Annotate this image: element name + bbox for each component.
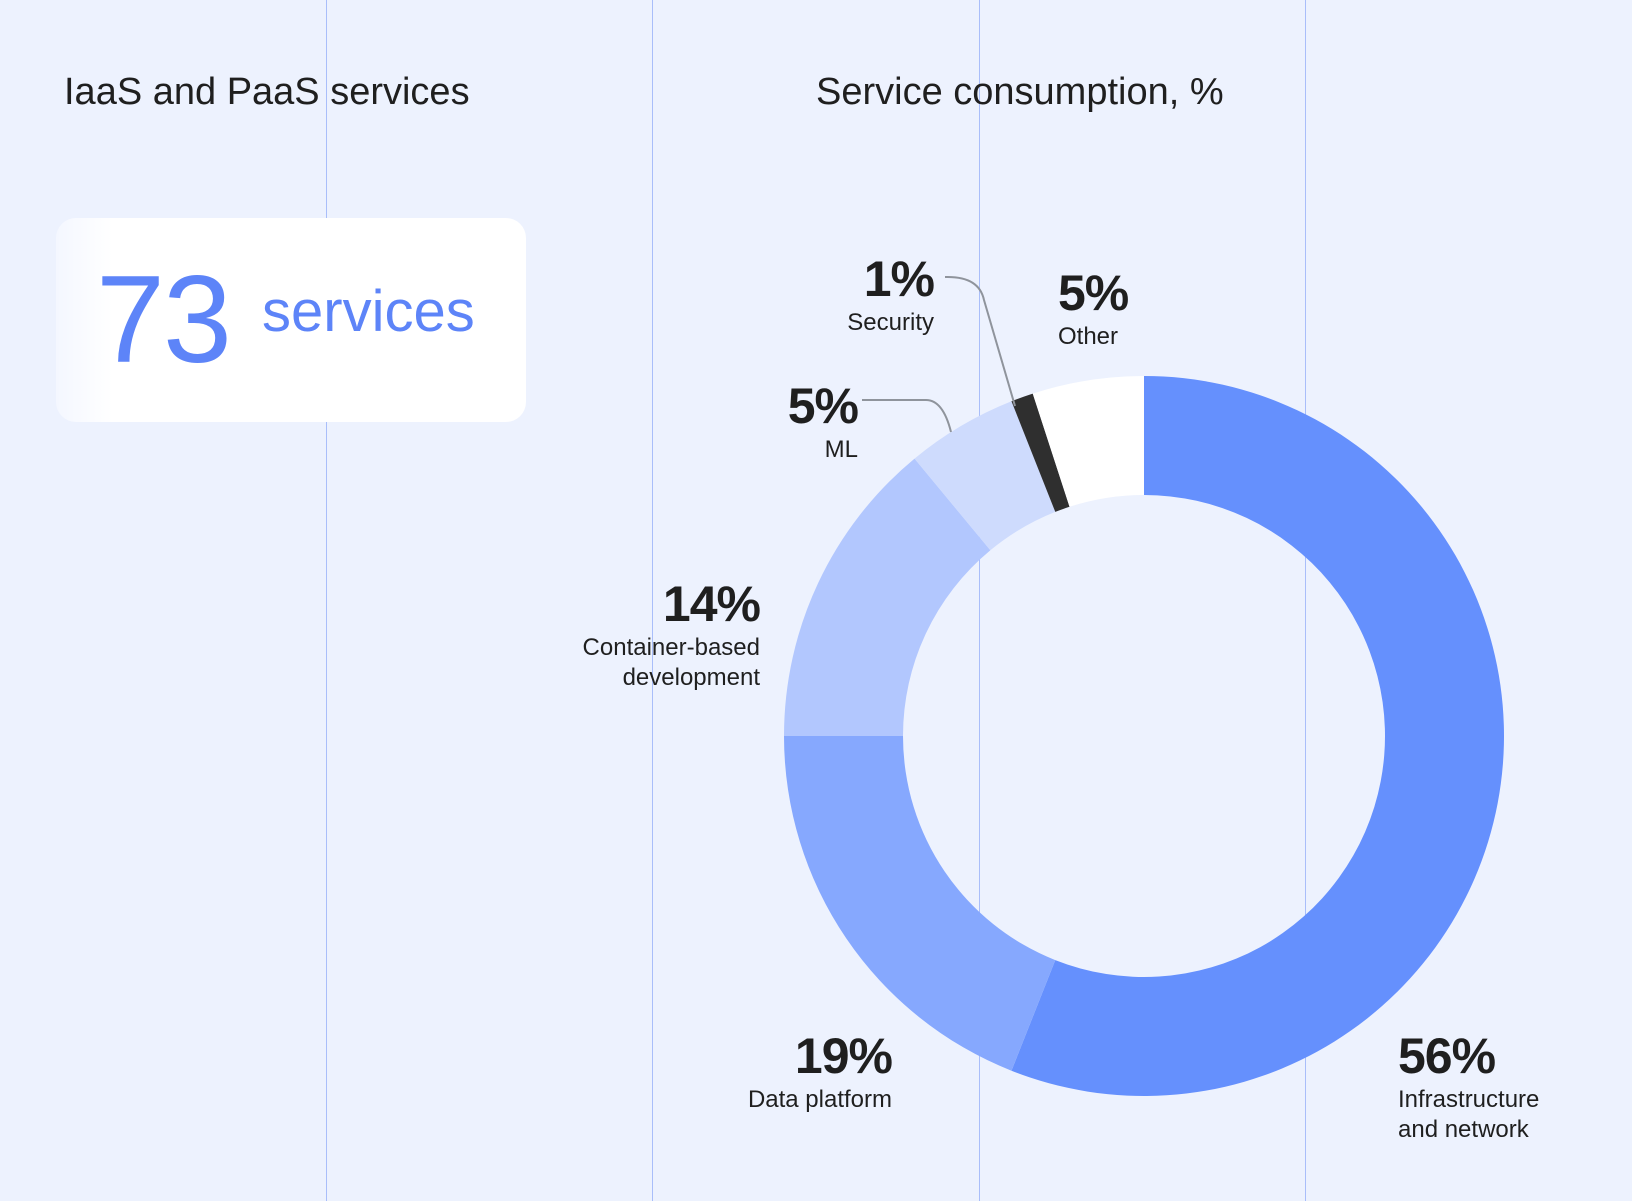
label-data-platform-name: Data platform — [747, 1086, 892, 1113]
label-infrastructure-and-network-name: Infrastructure and network — [1398, 1086, 1540, 1143]
label-data-platform: 19% Data platform — [736, 1027, 893, 1115]
label-ml-value: 5% — [787, 378, 859, 434]
label-security-name: Security — [847, 309, 934, 336]
label-ml-name: ML — [824, 436, 858, 463]
grid-line-4 — [1305, 0, 1306, 1201]
services-section-title: IaaS and PaaS services — [64, 71, 470, 113]
services-count-card: 73 services — [56, 218, 526, 422]
label-container-based-development-value: 14% — [662, 576, 761, 632]
label-security: 1% Security — [842, 250, 935, 338]
label-ml: 5% ML — [768, 377, 859, 465]
label-infrastructure-and-network: 56% Infrastructure and network — [1398, 1027, 1558, 1145]
label-container-based-development-name: Container-based development — [582, 634, 760, 691]
label-other-value: 5% — [1058, 265, 1129, 321]
chart-title: Service consumption, % — [816, 71, 1224, 113]
services-count-unit: services — [262, 279, 475, 344]
label-infrastructure-and-network-value: 56% — [1398, 1028, 1496, 1084]
ml-leader-line — [862, 399, 952, 433]
donut-slice-container-based-development — [784, 458, 991, 736]
donut-slice-data-platform — [784, 736, 1056, 1071]
donut-slice-security — [1011, 393, 1070, 512]
label-data-platform-value: 19% — [794, 1028, 893, 1084]
label-security-value: 1% — [863, 251, 935, 307]
donut-slice-infrastructure-and-network — [1011, 376, 1505, 1096]
grid-line-3 — [979, 0, 980, 1201]
label-other-name: Other — [1058, 323, 1119, 350]
grid-line-2 — [652, 0, 653, 1201]
services-count-value: 73 — [96, 251, 232, 389]
donut-slice-other — [1032, 376, 1144, 507]
label-container-based-development: 14% Container-based development — [560, 575, 761, 693]
grid-line-1 — [326, 0, 327, 1201]
donut-slices — [784, 376, 1505, 1096]
label-other: 5% Other — [1058, 264, 1148, 352]
security-leader-line — [944, 275, 1016, 407]
donut-slice-ml — [914, 401, 1056, 551]
